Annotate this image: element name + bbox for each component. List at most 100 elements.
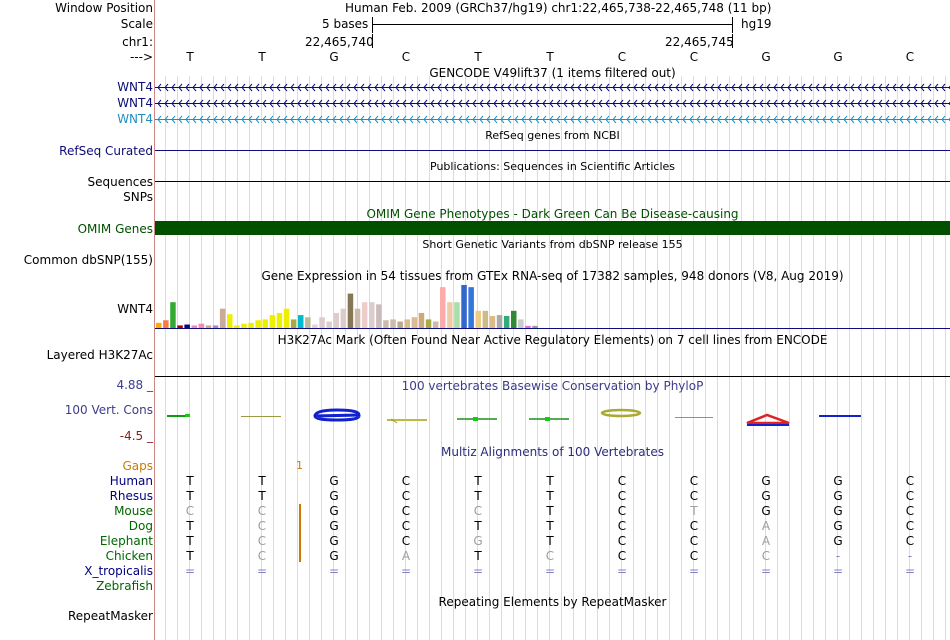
multiz-base: C	[689, 489, 699, 503]
omim-title[interactable]: OMIM Gene Phenotypes - Dark Green Can Be…	[366, 207, 739, 221]
scale-bar-right-tick	[732, 17, 733, 33]
gtex-tissue-bar	[177, 325, 183, 328]
multiz-base: =	[256, 564, 268, 578]
dbsnp-label[interactable]: Common dbSNP(155)	[23, 253, 153, 267]
multiz-base: T	[546, 519, 554, 533]
pubs-sequences-line[interactable]	[155, 181, 950, 182]
coord-left: 22,465,740	[305, 35, 374, 49]
gencode-item-label[interactable]: WNT4	[117, 96, 153, 110]
window-position-value: Human Feb. 2009 (GRCh37/hg19) chr1:22,46…	[345, 1, 772, 15]
multiz-base: A	[761, 519, 771, 533]
multiz-title[interactable]: Multiz Alignments of 100 Vertebrates	[440, 445, 665, 459]
multiz-base: C	[905, 504, 915, 518]
refseq-curated-label[interactable]: RefSeq Curated	[59, 144, 153, 158]
base-letter: T	[474, 50, 482, 64]
h3k27ac-label[interactable]: Layered H3K27Ac	[46, 348, 153, 362]
multiz-alignment-row[interactable]	[0, 579, 950, 593]
multiz-base: G	[329, 519, 339, 533]
gtex-label[interactable]: WNT4	[117, 302, 153, 316]
multiz-base: C	[257, 549, 267, 563]
gencode-item-label[interactable]: WNT4	[117, 80, 153, 94]
multiz-base: =	[184, 564, 196, 578]
omim-label[interactable]: OMIM Genes	[77, 222, 153, 236]
gtex-tissue-bar	[418, 312, 425, 328]
gencode-item-label[interactable]: WNT4	[117, 112, 153, 126]
multiz-species-label[interactable]: Mouse	[114, 504, 153, 518]
multiz-base: C	[401, 489, 411, 503]
multiz-species-label[interactable]: Chicken	[105, 549, 153, 563]
gencode-transcript	[155, 99, 950, 108]
gtex-tissue-bar	[312, 324, 318, 328]
scale-assembly: hg19	[741, 17, 772, 31]
multiz-base: T	[546, 504, 554, 518]
multiz-base: =	[544, 564, 556, 578]
multiz-base: C	[617, 549, 627, 563]
cons-label[interactable]: 100 Vert. Cons	[64, 403, 153, 417]
multiz-species-label[interactable]: Zebrafish	[96, 579, 153, 593]
multiz-species-label[interactable]: X_tropicalis	[84, 564, 153, 578]
gtex-tissue-bar	[411, 317, 418, 328]
scale-bar	[372, 24, 733, 25]
refseq-curated-line[interactable]	[155, 150, 950, 151]
multiz-base: G	[761, 489, 771, 503]
cons-ymin: -4.5 _	[119, 429, 153, 443]
base-letter: T	[546, 50, 554, 64]
multiz-species-label[interactable]: Rhesus	[109, 489, 153, 503]
gtex-tissue-bar	[248, 322, 254, 328]
multiz-base: T	[186, 474, 194, 488]
multiz-base: C	[689, 534, 699, 548]
multiz-base: T	[546, 534, 554, 548]
dbsnp-title[interactable]: Short Genetic Variants from dbSNP releas…	[422, 238, 683, 251]
multiz-base: C	[401, 474, 411, 488]
gtex-expression-chart[interactable]	[155, 284, 950, 330]
multiz-base: G	[473, 534, 483, 548]
multiz-base: G	[833, 504, 843, 518]
cons-logo[interactable]	[155, 404, 950, 428]
repeatmasker-title[interactable]: Repeating Elements by RepeatMasker	[438, 595, 667, 609]
gtex-tissue-bar	[262, 319, 268, 328]
multiz-base: T	[690, 504, 698, 518]
multiz-gaps-label[interactable]: Gaps	[122, 459, 153, 473]
gencode-title[interactable]: GENCODE V49lift37 (1 items filtered out)	[429, 66, 676, 80]
pubs-sequences-label[interactable]: Sequences	[87, 175, 153, 189]
multiz-species-label[interactable]: Human	[109, 474, 153, 488]
chrom-label: chr1:	[122, 35, 153, 49]
multiz-base: -	[907, 549, 913, 563]
multiz-base: T	[474, 549, 482, 563]
refseq-title[interactable]: RefSeq genes from NCBI	[485, 129, 620, 142]
gtex-tissue-bar	[432, 321, 439, 328]
gtex-tissue-bar	[191, 325, 197, 328]
multiz-base: T	[474, 489, 482, 503]
repeatmasker-label[interactable]: RepeatMasker	[67, 609, 153, 623]
cons-title[interactable]: 100 vertebrates Basewise Conservation by…	[401, 379, 704, 393]
gencode-transcripts[interactable]	[155, 80, 950, 128]
multiz-base: T	[186, 534, 194, 548]
multiz-species-label[interactable]: Dog	[128, 519, 153, 533]
cons-glyph-10	[819, 415, 861, 417]
multiz-alignment-row[interactable]: = = = = = = = = = = =	[0, 564, 950, 578]
multiz-base: C	[689, 549, 699, 563]
pubs-title[interactable]: Publications: Sequences in Scientific Ar…	[430, 160, 675, 173]
gtex-tissue-bar	[475, 310, 481, 328]
omim-phenotype-bar[interactable]	[155, 221, 950, 235]
gtex-title[interactable]: Gene Expression in 54 tissues from GTEx …	[261, 269, 844, 283]
multiz-base: C	[257, 519, 267, 533]
multiz-species-label[interactable]: Elephant	[99, 534, 153, 548]
cons-glyph-5	[457, 417, 497, 421]
multiz-base: C	[617, 534, 627, 548]
multiz-base: =	[688, 564, 700, 578]
multiz-base: G	[329, 534, 339, 548]
pubs-snps-label[interactable]: SNPs	[123, 190, 153, 204]
h3k27ac-title[interactable]: H3K27Ac Mark (Often Found Near Active Re…	[277, 333, 828, 347]
gtex-tissue-bar	[326, 321, 332, 328]
multiz-base: =	[328, 564, 340, 578]
base-letter: G	[833, 50, 843, 64]
multiz-base: =	[832, 564, 844, 578]
